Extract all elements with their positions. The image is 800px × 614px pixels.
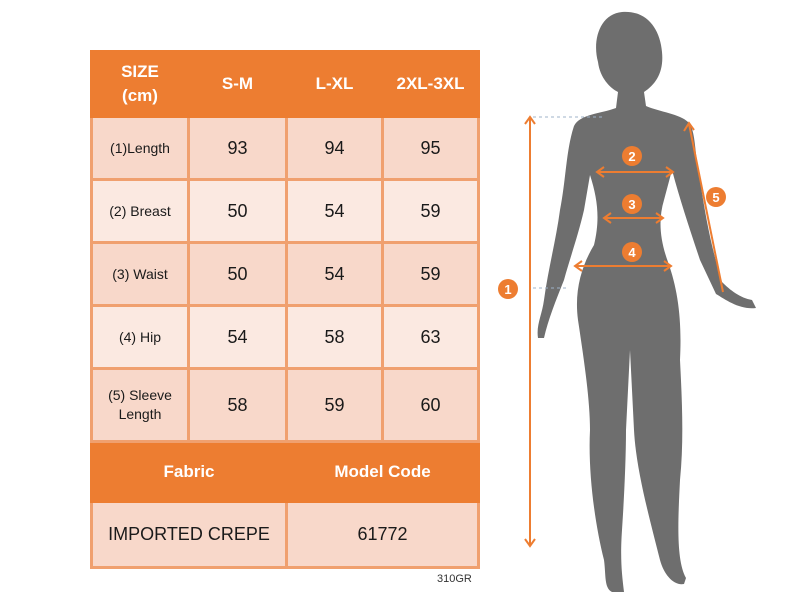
marker-3: 3 [622, 194, 642, 214]
marker-5: 5 [706, 187, 726, 207]
cell-value: 95 [381, 115, 480, 181]
marker-2: 2 [622, 146, 642, 166]
table-row: (2) Breast 50 54 59 [90, 178, 480, 244]
cell-value: 54 [187, 304, 288, 370]
cell-value: 60 [381, 367, 480, 443]
cell-value: 50 [187, 241, 288, 307]
marker-4: 4 [622, 242, 642, 262]
cell-value: 54 [285, 241, 384, 307]
cell-value: 58 [285, 304, 384, 370]
size-column-header: 2XL-3XL [381, 50, 480, 118]
svg-text:2: 2 [628, 149, 635, 164]
cell-value: 94 [285, 115, 384, 181]
model-code-header: Model Code [285, 440, 480, 503]
row-label: (1)Length [90, 115, 190, 181]
size-cm-header: SIZE (cm) [90, 50, 190, 118]
cell-value: 58 [187, 367, 288, 443]
table-row: (3) Waist 50 54 59 [90, 241, 480, 307]
size-chart-table: SIZE (cm) S-M L-XL 2XL-3XL (1)Length 93 9… [90, 50, 480, 569]
size-column-header: L-XL [285, 50, 384, 118]
table-row: (4) Hip 54 58 63 [90, 304, 480, 370]
row-label: (3) Waist [90, 241, 190, 307]
fabric-header-row: Fabric Model Code [90, 440, 480, 503]
marker-1: 1 [498, 279, 518, 299]
cell-value: 59 [285, 367, 384, 443]
sleeve-arrow [688, 123, 724, 293]
svg-text:5: 5 [712, 190, 719, 205]
table-row: (1)Length 93 94 95 [90, 115, 480, 181]
cell-value: 63 [381, 304, 480, 370]
cell-value: 59 [381, 178, 480, 244]
model-code-value: 61772 [285, 500, 480, 569]
cell-value: 59 [381, 241, 480, 307]
woman-silhouette [537, 11, 756, 592]
size-column-header: S-M [187, 50, 288, 118]
svg-text:1: 1 [504, 282, 511, 297]
table-row: (5) Sleeve Length 58 59 60 [90, 367, 480, 443]
row-label: (2) Breast [90, 178, 190, 244]
cell-value: 54 [285, 178, 384, 244]
fabric-value-row: IMPORTED CREPE 61772 [90, 500, 480, 569]
size-header-row: SIZE (cm) S-M L-XL 2XL-3XL [90, 50, 480, 118]
svg-text:3: 3 [628, 197, 635, 212]
row-label: (5) Sleeve Length [90, 367, 190, 443]
fabric-value: IMPORTED CREPE [90, 500, 288, 569]
fabric-header: Fabric [90, 440, 288, 503]
product-code: 310GR [437, 573, 472, 585]
cell-value: 93 [187, 115, 288, 181]
svg-text:4: 4 [628, 245, 636, 260]
cell-value: 50 [187, 178, 288, 244]
row-label: (4) Hip [90, 304, 190, 370]
